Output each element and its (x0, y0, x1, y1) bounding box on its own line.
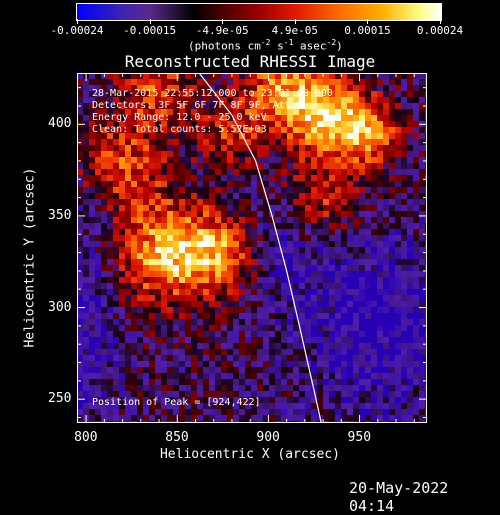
energy-range-label: Energy Range: 12.0 - 25.0 keV (92, 112, 267, 123)
peak-position-label: Position of Peak = [924,422] (92, 397, 261, 408)
heatmap-svg (77, 73, 427, 423)
clean-counts-label: Clean: Total counts: 5.57E+03 (92, 124, 267, 135)
colorbar-tick (294, 19, 296, 24)
x-axis-label: Heliocentric X (arcsec) (159, 447, 340, 462)
x-tick-label: 950 (347, 430, 372, 445)
y-tick-label: 400 (48, 116, 72, 132)
detectors-label: Detectors: 3F 5F 6F 7F 8F 9F, Att 0 (92, 100, 303, 111)
colorbar-tick (222, 19, 224, 24)
colorbar-tick-label: -4.9e-05 (195, 24, 249, 37)
colorbar-tick (367, 19, 369, 24)
colorbar-tick-label: 0.00015 (344, 24, 391, 37)
x-tick-label: 900 (256, 430, 280, 445)
y-tick-label: 350 (48, 207, 72, 223)
colorbar (76, 3, 442, 21)
chart-title: Reconstructed RHESSI Image (124, 52, 376, 71)
time-range-label: 28-Mar-2015 22:55:12.000 to 23:01:00.000 (92, 88, 333, 99)
image-plot-area: 28-Mar-2015 22:55:12.000 to 23:01:00.000… (77, 73, 427, 423)
date-stamp: 20-May-2022 04:14 (349, 479, 449, 515)
x-tick-label: 850 (165, 430, 189, 445)
solar-limb-line (198, 73, 322, 423)
plot-frame (77, 73, 427, 423)
colorbar-tick (149, 19, 151, 24)
colorbar-tick (77, 19, 78, 24)
colorbar-units: (photons cm-2 s-1 asec-2) (188, 38, 343, 53)
colorbar-tick-label: -0.00015 (123, 24, 177, 37)
colorbar-tick-label: -0.00024 (50, 24, 104, 37)
colorbar-tick-label: 4.9e-05 (271, 24, 318, 37)
y-axis-label: Heliocentric Y (arcsec) (22, 167, 38, 348)
colorbar-tick-label: 0.00024 (416, 24, 464, 37)
heatmap-cells (77, 73, 427, 423)
colorbar-tick (440, 19, 441, 24)
y-tick-label: 250 (48, 391, 72, 407)
x-tick-label: 800 (74, 430, 98, 445)
y-tick-label: 300 (48, 299, 72, 315)
